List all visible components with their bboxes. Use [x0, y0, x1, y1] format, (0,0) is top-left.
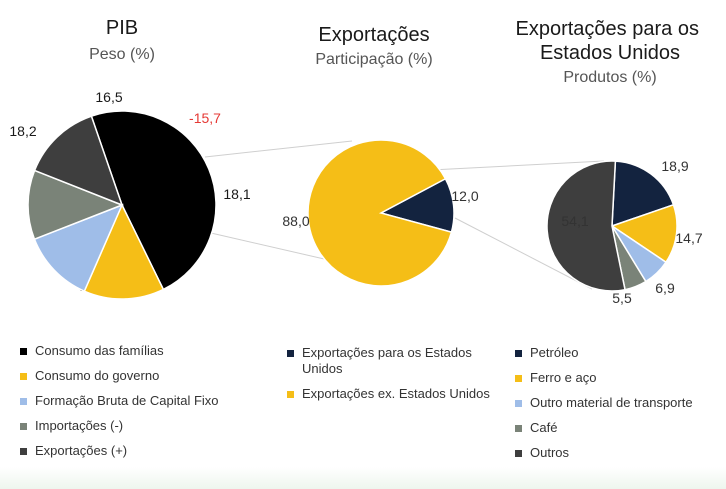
- legend-label-0-2: Formação Bruta de Capital Fixo: [35, 393, 219, 408]
- pie-data-label-0-3: -15,7: [189, 110, 221, 126]
- pib-subtitle: Peso (%): [89, 46, 155, 63]
- legend-label-2-4: Outros: [530, 445, 570, 460]
- pie-slice-2-1: [610, 203, 678, 264]
- legend-swatch-1-0: [287, 350, 294, 357]
- legend-label-1-1: Exportações ex. Estados Unidos: [302, 386, 490, 401]
- legend-swatch-1-1: [287, 391, 294, 398]
- pie-slice-0-2: [33, 203, 124, 293]
- legend-swatch-2-3: [515, 425, 522, 432]
- legend-item-0-0: Consumo das famílias: [20, 343, 270, 359]
- pib-title: PIB: [106, 17, 138, 39]
- legend-item-0-2: Formação Bruta de Capital Fixo: [20, 393, 270, 409]
- eua-subtitle: Produtos (%): [563, 69, 656, 86]
- pie-data-label-2-2: 6,9: [655, 280, 675, 296]
- connector-line-top: [204, 140, 353, 158]
- pie-data-label-2-0: 18,9: [661, 158, 688, 174]
- legend-item-2-2: Outro material de transporte: [515, 395, 725, 411]
- legend-swatch-0-1: [20, 373, 27, 380]
- legend-item-1-0: Exportações para os Estados Unidos: [287, 345, 502, 377]
- legend-item-2-4: Outros: [515, 445, 725, 461]
- pie-data-label-2-3: 5,5: [612, 290, 632, 306]
- legend-swatch-2-0: [515, 350, 522, 357]
- legend-label-0-1: Consumo do governo: [35, 368, 160, 383]
- legend-swatch-2-1: [515, 375, 522, 382]
- legend-swatch-0-3: [20, 423, 27, 430]
- pie-slice-1-1: [307, 139, 453, 287]
- eua-title-line-1: Exportações para os: [516, 18, 699, 40]
- pie-data-label-1-0: 12,0: [451, 188, 478, 204]
- exportacoes-legend: Exportações para os Estados Unidos Export…: [287, 345, 502, 411]
- legend-swatch-2-4: [515, 450, 522, 457]
- legend-swatch-0-0: [20, 348, 27, 355]
- exportacoes-subtitle: Participação (%): [315, 51, 432, 68]
- legend-swatch-0-4: [20, 448, 27, 455]
- eua-pie: 18,9 14,7 6,9 5,5 54,1: [546, 158, 703, 306]
- bottom-background-band: [0, 467, 726, 489]
- legend-label-2-2: Outro material de transporte: [530, 395, 693, 410]
- pie-data-label-1-1: 88,0: [282, 213, 309, 229]
- pie-slice-0-0: [90, 110, 217, 291]
- legend-swatch-0-2: [20, 398, 27, 405]
- legend-label-2-0: Petróleo: [530, 345, 579, 360]
- pib-legend: Consumo das famílias Consumo do governo Fo…: [20, 343, 270, 468]
- legend-item-2-3: Café: [515, 420, 725, 436]
- pie-data-label-2-1: 14,7: [675, 230, 702, 246]
- pie-slice-0-4: [33, 115, 124, 207]
- legend-label-1-0: Exportações para os Estados Unidos: [302, 345, 472, 376]
- exportacoes-pie: 12,0 88,0: [282, 139, 479, 287]
- legend-item-1-1: Exportações ex. Estados Unidos: [287, 386, 502, 402]
- legend-swatch-2-2: [515, 400, 522, 407]
- legend-item-0-1: Consumo do governo: [20, 368, 270, 384]
- pie-slice-0-1: [83, 203, 165, 300]
- legend-item-0-4: Exportações (+): [20, 443, 270, 459]
- connector-line-eua-bottom: [454, 217, 593, 290]
- pie-slice-2-4: [546, 160, 626, 292]
- legend-item-0-3: Importações (-): [20, 418, 270, 434]
- pib-pie: 63,318,216,5-15,718,1: [9, 89, 251, 300]
- legend-item-2-1: Ferro e aço: [515, 370, 725, 386]
- legend-label-0-4: Exportações (+): [35, 443, 128, 458]
- pie-data-label-0-4: 18,1: [223, 186, 250, 202]
- legend-label-2-3: Café: [530, 420, 558, 435]
- pie-data-label-0-1: 18,2: [9, 123, 36, 139]
- legend-item-2-0: Petróleo: [515, 345, 725, 361]
- pie-data-label-0-2: 16,5: [95, 89, 122, 105]
- eua-title: Exportações para os Estados Unidos: [516, 18, 705, 64]
- pie-slice-0-3: [27, 169, 125, 241]
- eua-legend: Petróleo Ferro e aço Outro material de tra…: [515, 345, 725, 470]
- pie-data-label-2-4: 54,1: [561, 213, 588, 229]
- eua-title-line-2: Estados Unidos: [540, 42, 680, 64]
- connector-line-eua-top: [430, 160, 605, 171]
- legend-label-2-1: Ferro e aço: [530, 370, 597, 385]
- legend-label-0-3: Importações (-): [35, 418, 124, 433]
- exportacoes-title: Exportações: [318, 24, 429, 46]
- legend-label-0-0: Consumo das famílias: [35, 343, 164, 358]
